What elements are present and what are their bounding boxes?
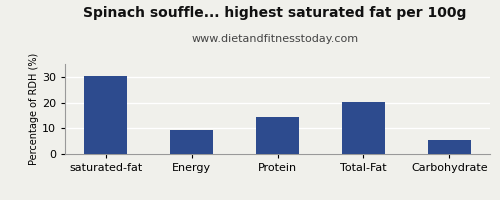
- Bar: [342, 102, 385, 154]
- Text: www.dietandfitnesstoday.com: www.dietandfitnesstoday.com: [192, 34, 358, 44]
- Bar: [428, 140, 470, 154]
- Bar: [170, 130, 213, 154]
- Bar: [84, 76, 127, 154]
- Y-axis label: Percentage of RDH (%): Percentage of RDH (%): [29, 53, 39, 165]
- Text: Spinach souffle... highest saturated fat per 100g: Spinach souffle... highest saturated fat…: [84, 6, 466, 20]
- Bar: [256, 117, 299, 154]
